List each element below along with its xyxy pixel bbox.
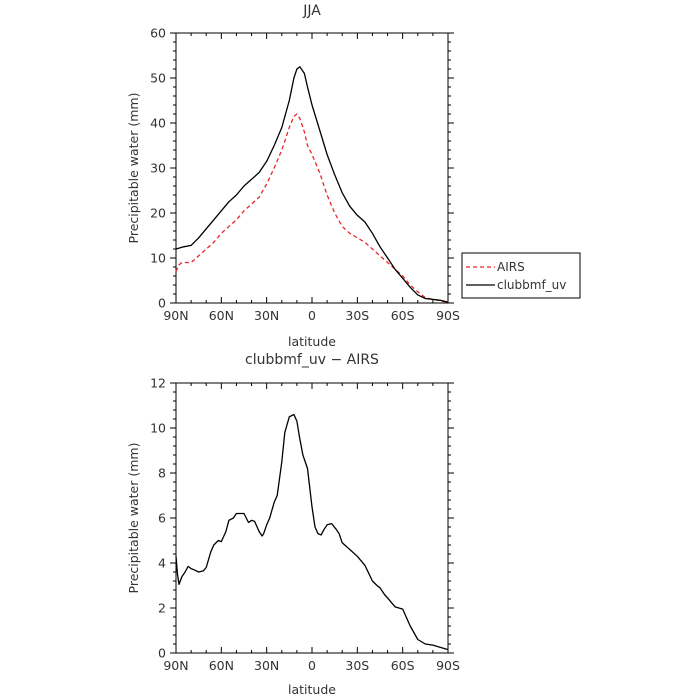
legend-label-airs: AIRS <box>497 260 525 274</box>
x-tick-label-bottom: 30N <box>254 658 279 673</box>
series-lines-top <box>175 66 449 304</box>
legend-label-clubbmf: clubbmf_uv <box>497 278 566 292</box>
y-tick-label-bottom: 8 <box>158 466 166 481</box>
y-tick-label-bottom: 2 <box>158 601 166 616</box>
plot-frame-top <box>175 32 449 304</box>
y-tick-label-top: 10 <box>150 251 166 266</box>
x-tick-label-top: 60N <box>209 308 234 323</box>
y-tick-label-top: 60 <box>150 26 166 41</box>
x-axis-label-top: latitude <box>288 334 336 349</box>
y-tick-label-top: 50 <box>150 71 166 86</box>
x-tick-label-top: 90S <box>436 308 460 323</box>
x-tick-label-bottom: 60N <box>209 658 234 673</box>
chart-title-top: JJA <box>302 3 321 19</box>
y-tick-label-top: 20 <box>150 206 166 221</box>
x-tick-label-bottom: 60S <box>391 658 415 673</box>
y-axis-label-bottom: Precipitable water (mm) <box>126 443 141 594</box>
x-tick-label-bottom: 90S <box>436 658 460 673</box>
y-tick-label-bottom: 12 <box>150 376 166 391</box>
y-tick-label-bottom: 0 <box>158 646 166 661</box>
chart-title-bottom: clubbmf_uv − AIRS <box>245 352 379 368</box>
y-tick-label-top: 0 <box>158 296 166 311</box>
x-tick-label-top: 90N <box>163 308 188 323</box>
y-tick-label-top: 30 <box>150 161 166 176</box>
x-axis-label-bottom: latitude <box>288 682 336 697</box>
series-line-difference <box>175 413 449 651</box>
plot-frame-bottom <box>175 382 449 654</box>
legend-box <box>461 252 581 299</box>
x-ticks-bottom: 90N 60N 30N 0 30S 60S 90S <box>163 383 460 673</box>
x-tick-label-bottom: 0 <box>308 658 316 673</box>
x-tick-label-bottom: 90N <box>163 658 188 673</box>
x-tick-label-top: 0 <box>308 308 316 323</box>
series-line-airs <box>175 113 449 304</box>
y-tick-label-bottom: 10 <box>150 421 166 436</box>
y-axis-label-top: Precipitable water (mm) <box>126 93 141 244</box>
chart-panel-bottom: clubbmf_uv − AIRS 90N 60N 30N 0 30S 60S 90S 0 2… <box>126 352 460 697</box>
chart-panel-top: JJA 90N 60N 30N 0 30S 60S 90S 0 10 20 30 40 50 60 la… <box>126 3 581 349</box>
x-tick-label-top: 60S <box>391 308 415 323</box>
y-tick-label-bottom: 4 <box>158 556 166 571</box>
series-line-clubbmf-uv <box>175 66 449 303</box>
y-ticks-bottom: 0 2 4 6 8 10 12 <box>150 376 454 661</box>
x-tick-label-top: 30N <box>254 308 279 323</box>
y-tick-label-top: 40 <box>150 116 166 131</box>
x-ticks-top: 90N 60N 30N 0 30S 60S 90S <box>163 33 460 323</box>
y-ticks-top: 0 10 20 30 40 50 60 <box>150 26 454 311</box>
legend: AIRS clubbmf_uv <box>461 252 581 299</box>
x-tick-label-top: 30S <box>345 308 369 323</box>
series-lines-bottom <box>175 413 449 651</box>
x-tick-label-bottom: 30S <box>345 658 369 673</box>
y-tick-label-bottom: 6 <box>158 511 166 526</box>
